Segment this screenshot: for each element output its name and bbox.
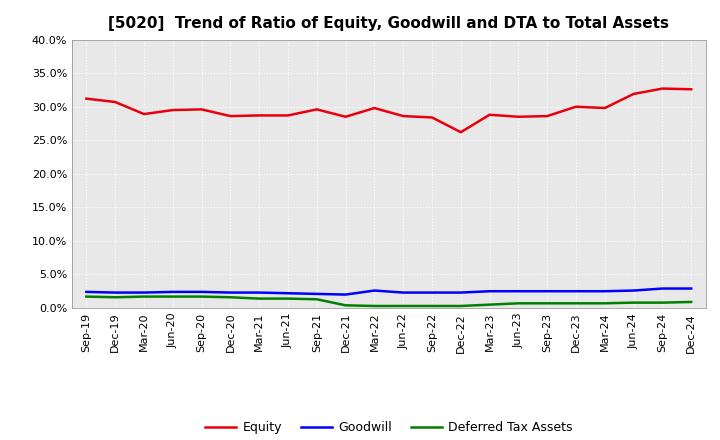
Deferred Tax Assets — [543, 301, 552, 306]
Goodwill — [572, 289, 580, 294]
Deferred Tax Assets — [428, 303, 436, 308]
Goodwill — [284, 290, 292, 296]
Goodwill — [82, 289, 91, 294]
Goodwill — [255, 290, 264, 295]
Deferred Tax Assets — [485, 302, 494, 307]
Equity — [543, 114, 552, 119]
Equity — [428, 115, 436, 120]
Goodwill — [312, 291, 321, 297]
Deferred Tax Assets — [341, 303, 350, 308]
Deferred Tax Assets — [140, 294, 148, 299]
Equity — [197, 107, 206, 112]
Goodwill — [485, 289, 494, 294]
Line: Equity: Equity — [86, 88, 691, 132]
Equity — [82, 96, 91, 101]
Deferred Tax Assets — [284, 296, 292, 301]
Equity — [687, 87, 696, 92]
Equity — [600, 106, 609, 111]
Deferred Tax Assets — [687, 299, 696, 304]
Legend: Equity, Goodwill, Deferred Tax Assets: Equity, Goodwill, Deferred Tax Assets — [200, 416, 577, 439]
Equity — [111, 99, 120, 105]
Goodwill — [514, 289, 523, 294]
Goodwill — [428, 290, 436, 295]
Equity — [255, 113, 264, 118]
Deferred Tax Assets — [456, 303, 465, 308]
Goodwill — [226, 290, 235, 295]
Deferred Tax Assets — [312, 297, 321, 302]
Equity — [284, 113, 292, 118]
Deferred Tax Assets — [399, 303, 408, 308]
Deferred Tax Assets — [658, 300, 667, 305]
Equity — [485, 112, 494, 117]
Title: [5020]  Trend of Ratio of Equity, Goodwill and DTA to Total Assets: [5020] Trend of Ratio of Equity, Goodwil… — [108, 16, 670, 32]
Equity — [629, 92, 638, 97]
Equity — [514, 114, 523, 119]
Equity — [370, 106, 379, 111]
Equity — [658, 86, 667, 91]
Equity — [168, 107, 177, 113]
Equity — [341, 114, 350, 119]
Deferred Tax Assets — [255, 296, 264, 301]
Goodwill — [456, 290, 465, 295]
Deferred Tax Assets — [111, 295, 120, 300]
Deferred Tax Assets — [82, 294, 91, 299]
Line: Goodwill: Goodwill — [86, 289, 691, 295]
Goodwill — [370, 288, 379, 293]
Deferred Tax Assets — [226, 295, 235, 300]
Deferred Tax Assets — [168, 294, 177, 299]
Goodwill — [341, 292, 350, 297]
Deferred Tax Assets — [370, 303, 379, 308]
Equity — [572, 104, 580, 109]
Goodwill — [399, 290, 408, 295]
Goodwill — [543, 289, 552, 294]
Equity — [140, 111, 148, 117]
Goodwill — [600, 289, 609, 294]
Goodwill — [140, 290, 148, 295]
Deferred Tax Assets — [197, 294, 206, 299]
Goodwill — [629, 288, 638, 293]
Deferred Tax Assets — [514, 301, 523, 306]
Goodwill — [197, 289, 206, 294]
Line: Deferred Tax Assets: Deferred Tax Assets — [86, 297, 691, 306]
Deferred Tax Assets — [600, 301, 609, 306]
Goodwill — [687, 286, 696, 291]
Equity — [399, 114, 408, 119]
Equity — [312, 107, 321, 112]
Equity — [226, 114, 235, 119]
Deferred Tax Assets — [629, 300, 638, 305]
Goodwill — [168, 289, 177, 294]
Deferred Tax Assets — [572, 301, 580, 306]
Goodwill — [111, 290, 120, 295]
Goodwill — [658, 286, 667, 291]
Equity — [456, 129, 465, 135]
